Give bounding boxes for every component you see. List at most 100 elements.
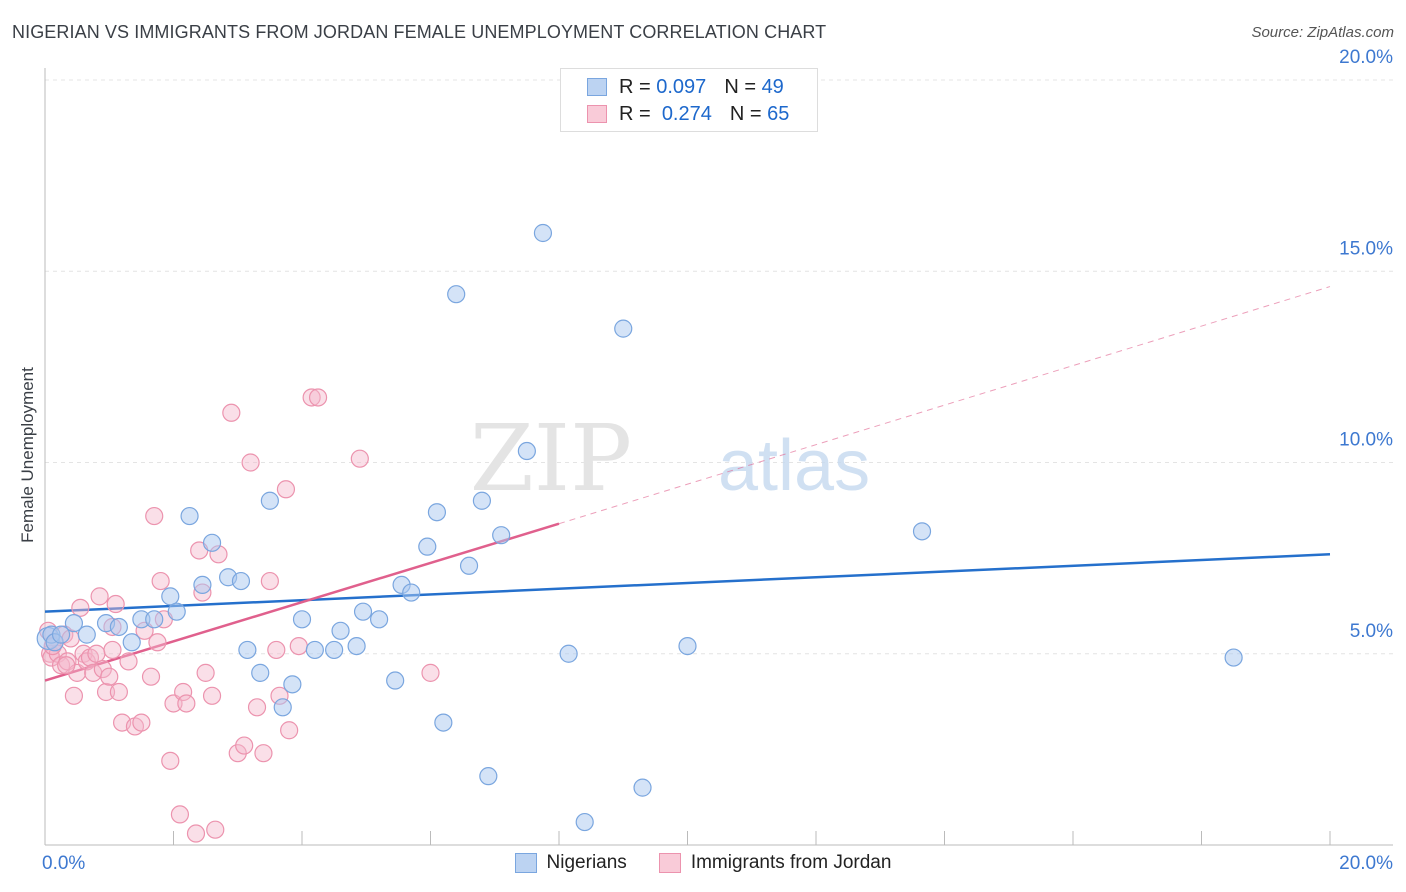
jordan-point (186, 824, 206, 843)
watermark: ZIP atlas (470, 405, 870, 512)
jordan-point (254, 744, 273, 763)
jordan-point (170, 805, 190, 824)
jordan-point (64, 686, 84, 705)
bottom-legend-label: Nigerians (546, 852, 627, 873)
nigerian-point (912, 522, 932, 541)
y-tick-label: 20.0% (1339, 47, 1393, 68)
jordan-trendline-extension (558, 286, 1331, 525)
legend-n-value: 65 (767, 102, 790, 125)
legend-swatch-pink (587, 105, 607, 123)
jordan-point (247, 698, 267, 717)
y-tick-label: 15.0% (1339, 238, 1393, 259)
legend-r-value: 0.274 (661, 102, 712, 125)
nigerian-point (122, 633, 141, 652)
jordan-trendline (44, 522, 560, 682)
jordan-point (100, 667, 119, 686)
nigerian-point (492, 526, 511, 545)
watermark-atlas: atlas (718, 426, 870, 506)
legend-r-value: 0.097 (656, 75, 707, 98)
bottom-legend-label: Immigrants from Jordan (690, 852, 892, 873)
nigerian-point (633, 778, 652, 797)
jordan-point (202, 686, 222, 705)
legend: R = 0.097 N = 49 R = 0.274 N = 65 (560, 68, 818, 132)
gridlines (45, 79, 1393, 655)
jordan-point (90, 587, 109, 606)
jordan-point (302, 388, 321, 407)
nigerian-points (36, 223, 1243, 832)
nigerian-point (447, 285, 466, 304)
nigerian-point (418, 537, 437, 556)
jordan-point (350, 449, 369, 468)
nigerian-point (1224, 648, 1243, 667)
nigerian-point (347, 636, 366, 656)
legend-r-label: R = (619, 75, 651, 98)
jordan-point (280, 721, 299, 740)
jordan-point (96, 682, 116, 702)
jordan-point (241, 453, 260, 472)
x-tick-label: 0.0% (42, 853, 85, 874)
legend-n-label: N = (724, 75, 756, 98)
nigerian-point (283, 675, 302, 694)
jordan-point (421, 663, 440, 682)
nigerian-point (167, 602, 186, 621)
nigerian-point (353, 602, 373, 621)
nigerian-point (559, 644, 578, 663)
nigerian-point (292, 610, 312, 629)
jordan-point (235, 736, 254, 755)
nigerian-point (370, 610, 389, 629)
trendlines (44, 286, 1331, 682)
nigerian-point (305, 640, 324, 660)
y-tick-label: 10.0% (1339, 430, 1393, 451)
jordan-point (57, 656, 76, 675)
jordan-point (141, 667, 161, 686)
jordan-point (71, 598, 90, 617)
jordan-point (109, 682, 128, 702)
nigerian-point (180, 506, 199, 526)
nigerian-point (575, 812, 594, 832)
jordan-point (289, 636, 308, 656)
nigerian-point (161, 587, 180, 606)
jordan-point (267, 640, 286, 660)
nigerian-point (517, 441, 536, 461)
bottom-legend-swatch-pink (658, 853, 681, 873)
tick-labels: 5.0% 10.0% 15.0% 20.0% 0.0% 20.0% (42, 47, 1393, 874)
nigerian-point (678, 636, 697, 656)
nigerian-point (51, 625, 71, 644)
jordan-point (87, 644, 106, 663)
jordan-point (106, 594, 125, 614)
nigerian-point (386, 671, 405, 690)
jordan-point (132, 713, 151, 732)
axes (44, 68, 1393, 846)
legend-row-jordan: R = 0.274 N = 65 (587, 102, 789, 126)
nigerian-point (427, 503, 447, 522)
nigerian-point (614, 319, 633, 338)
nigerian-point (434, 713, 453, 732)
jordan-point (151, 571, 170, 591)
source-label: Source: ZipAtlas.com (1251, 24, 1394, 41)
chart-title: NIGERIAN VS IMMIGRANTS FROM JORDAN FEMAL… (12, 22, 827, 42)
jordan-point (260, 571, 279, 591)
jordan-point (103, 640, 122, 660)
jordan-point (308, 388, 328, 407)
jordan-point (148, 633, 167, 652)
bottom-legend-nigerians: Nigerians (514, 852, 627, 874)
jordan-point (145, 506, 164, 526)
nigerian-point (533, 223, 553, 243)
nigerian-point (260, 491, 279, 510)
x-tick-label: 20.0% (1339, 853, 1393, 874)
jordan-point (177, 694, 196, 713)
y-tick-label: 5.0% (1350, 621, 1393, 642)
jordan-point (222, 403, 241, 422)
nigerian-point (459, 556, 479, 575)
jordan-point (161, 751, 180, 770)
nigerian-point (77, 625, 96, 644)
bottom-legend-swatch-blue (514, 853, 537, 873)
legend-swatch-blue (587, 78, 607, 96)
nigerian-point (145, 610, 164, 629)
nigerian-point (231, 571, 251, 591)
bottom-legend-jordan: Immigrants from Jordan (658, 852, 892, 874)
nigerian-point (325, 640, 344, 660)
legend-n-label: N = (729, 102, 762, 125)
jordan-point (206, 820, 225, 839)
